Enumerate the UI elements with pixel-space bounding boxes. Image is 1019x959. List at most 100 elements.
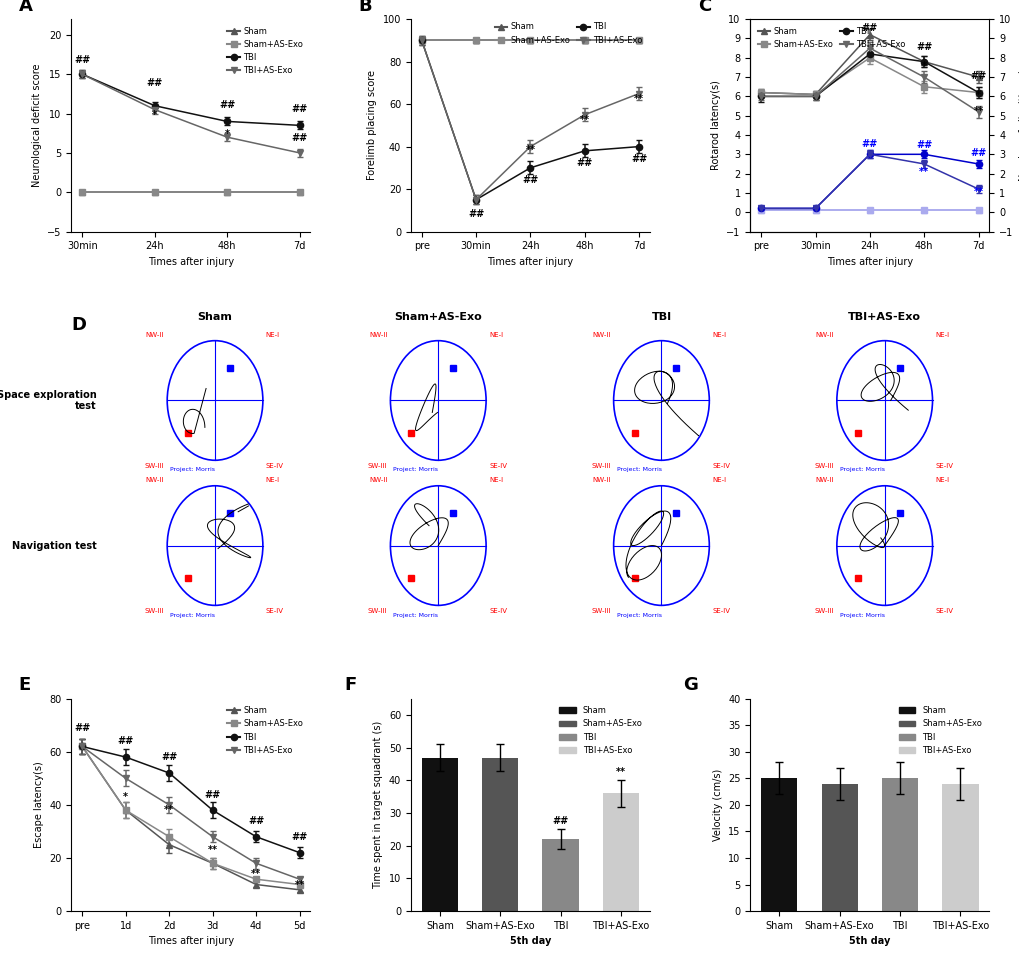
Text: SE-IV: SE-IV (711, 608, 730, 614)
Text: NE-I: NE-I (488, 332, 502, 339)
Legend: Sham, Sham+AS-Exo, TBI, TBI+AS-Exo: Sham, Sham+AS-Exo, TBI, TBI+AS-Exo (491, 19, 645, 48)
Bar (942, 784, 977, 911)
Text: NE-I: NE-I (934, 478, 949, 483)
Text: Project: Morris: Project: Morris (616, 613, 661, 618)
Text: ##: ## (205, 789, 220, 800)
Text: NE-I: NE-I (934, 332, 949, 339)
Text: ##: ## (969, 149, 985, 158)
Y-axis label: Neurological deficit score: Neurological deficit score (32, 63, 42, 187)
Text: SE-IV: SE-IV (934, 608, 953, 614)
Text: SE-IV: SE-IV (488, 608, 506, 614)
Text: NW-II: NW-II (369, 332, 387, 339)
Legend: Sham, Sham+AS-Exo, TBI, TBI+AS-Exo: Sham, Sham+AS-Exo, TBI, TBI+AS-Exo (555, 703, 645, 758)
Text: NE-I: NE-I (266, 332, 280, 339)
Text: Space exploration
test: Space exploration test (0, 389, 97, 411)
Text: TBI+AS-Exo: TBI+AS-Exo (848, 312, 920, 321)
Text: **: ** (918, 168, 928, 177)
Bar (421, 758, 458, 911)
Text: NW-II: NW-II (146, 332, 164, 339)
Text: SE-IV: SE-IV (711, 462, 730, 469)
Text: D: D (71, 316, 87, 334)
Text: **: ** (164, 806, 174, 815)
Y-axis label: Velocity (cm/s): Velocity (cm/s) (712, 769, 721, 841)
Text: NW-II: NW-II (814, 478, 834, 483)
Text: ##: ## (74, 723, 91, 734)
Text: ##: ## (969, 71, 985, 81)
Text: **: ** (579, 115, 589, 126)
Bar (820, 784, 857, 911)
Legend: Sham, Sham+AS-Exo, TBI, TBI+AS-Exo: Sham, Sham+AS-Exo, TBI, TBI+AS-Exo (895, 703, 984, 758)
Text: **: ** (972, 187, 982, 197)
Bar (881, 779, 917, 911)
Text: E: E (18, 676, 31, 694)
Text: NE-I: NE-I (711, 478, 726, 483)
Text: NW-II: NW-II (592, 332, 610, 339)
Text: Project: Morris: Project: Morris (393, 467, 438, 473)
Text: *: * (224, 129, 229, 139)
Text: ##: ## (147, 79, 163, 88)
Text: ##: ## (915, 42, 931, 52)
Text: SE-IV: SE-IV (488, 462, 506, 469)
Text: NE-I: NE-I (488, 478, 502, 483)
Text: *: * (152, 110, 157, 120)
Legend: Sham, Sham+AS-Exo, TBI, TBI+AS-Exo: Sham, Sham+AS-Exo, TBI, TBI+AS-Exo (754, 23, 908, 52)
X-axis label: 5th day: 5th day (849, 936, 890, 947)
Text: **: ** (525, 145, 535, 155)
Text: F: F (343, 676, 356, 694)
Text: ##: ## (915, 140, 931, 151)
Text: **: ** (634, 94, 643, 105)
Text: ##: ## (291, 133, 308, 144)
Text: NE-I: NE-I (711, 332, 726, 339)
Text: Navigation test: Navigation test (12, 541, 97, 550)
Text: ##: ## (248, 816, 264, 826)
Text: NE-I: NE-I (266, 478, 280, 483)
Text: SW-III: SW-III (145, 608, 164, 614)
Text: A: A (18, 0, 33, 14)
Text: Project: Morris: Project: Morris (393, 613, 438, 618)
Text: ##: ## (291, 104, 308, 113)
X-axis label: Times after injury: Times after injury (148, 257, 233, 267)
Text: NW-II: NW-II (146, 478, 164, 483)
Text: **: ** (208, 845, 217, 855)
X-axis label: Times after injury: Times after injury (148, 936, 233, 947)
Text: C: C (697, 0, 710, 14)
Text: G: G (683, 676, 698, 694)
Text: ##: ## (522, 175, 538, 185)
Text: Project: Morris: Project: Morris (616, 467, 661, 473)
Legend: Sham, Sham+AS-Exo, TBI, TBI+AS-Exo: Sham, Sham+AS-Exo, TBI, TBI+AS-Exo (224, 703, 306, 758)
Text: Project: Morris: Project: Morris (170, 467, 215, 473)
X-axis label: 5th day: 5th day (510, 936, 550, 947)
Text: NW-II: NW-II (814, 332, 834, 339)
Y-axis label: Escape latency(s): Escape latency(s) (34, 761, 44, 849)
Text: Sham+AS-Exo: Sham+AS-Exo (394, 312, 482, 321)
Text: Sham: Sham (198, 312, 232, 321)
Text: *: * (123, 792, 128, 803)
Text: SW-III: SW-III (368, 608, 387, 614)
Text: SW-III: SW-III (368, 462, 387, 469)
Text: ##: ## (468, 209, 484, 219)
Text: ##: ## (161, 753, 177, 762)
Text: SW-III: SW-III (813, 608, 834, 614)
Text: SW-III: SW-III (591, 462, 610, 469)
Bar (542, 839, 578, 911)
Text: ##: ## (291, 832, 308, 842)
Text: ##: ## (117, 737, 133, 746)
Text: ##: ## (74, 55, 91, 65)
Text: B: B (358, 0, 372, 14)
Text: SW-III: SW-III (145, 462, 164, 469)
Text: Project: Morris: Project: Morris (839, 467, 883, 473)
Y-axis label: Time spent in target squadrant (s): Time spent in target squadrant (s) (373, 721, 383, 889)
Text: *: * (975, 90, 980, 101)
X-axis label: Times after injury: Times after injury (487, 257, 573, 267)
Text: ##: ## (552, 816, 569, 826)
Text: ##: ## (861, 23, 877, 33)
Y-axis label: Forelimb placing score: Forelimb placing score (367, 70, 377, 180)
Bar (602, 793, 639, 911)
Text: NW-II: NW-II (592, 478, 610, 483)
Text: *: * (921, 61, 926, 71)
Text: SE-IV: SE-IV (266, 608, 283, 614)
Text: NW-II: NW-II (369, 478, 387, 483)
Text: ##: ## (631, 153, 646, 164)
Legend: Sham, Sham+AS-Exo, TBI, TBI+AS-Exo: Sham, Sham+AS-Exo, TBI, TBI+AS-Exo (224, 23, 306, 79)
Text: SW-III: SW-III (591, 608, 610, 614)
